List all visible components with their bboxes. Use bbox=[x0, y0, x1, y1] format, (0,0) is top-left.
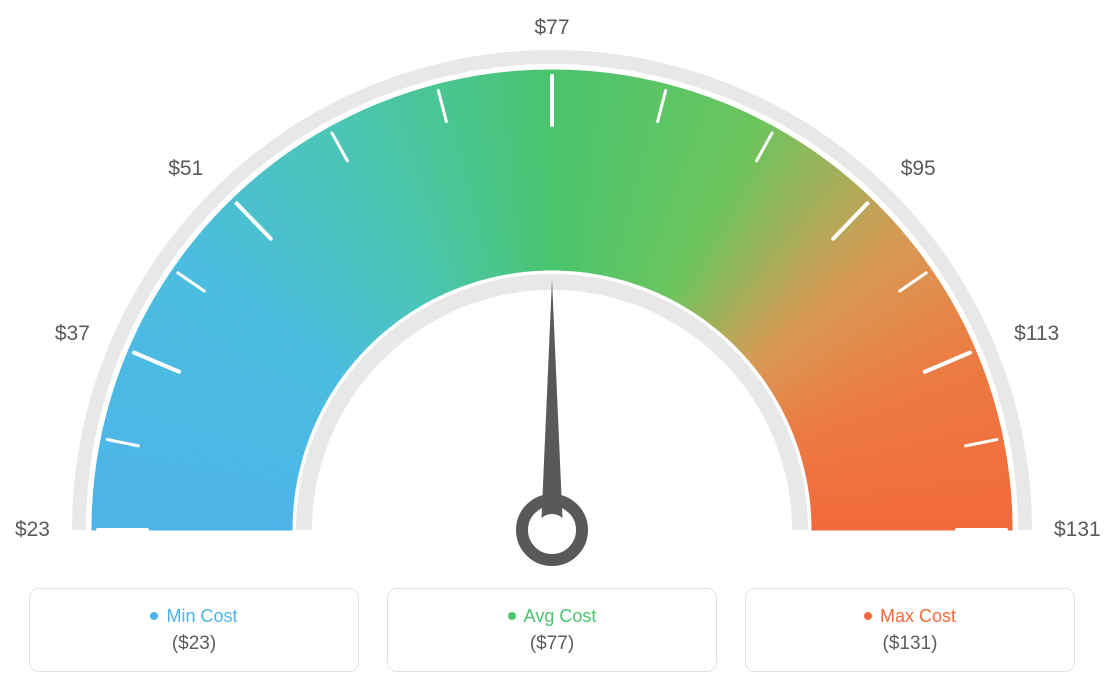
cost-gauge-container: $23 $37 $51 $77 $95 $113 $131 Min Cost ($23) A… bbox=[0, 0, 1104, 690]
legend-label-max: Max Cost bbox=[880, 606, 956, 627]
legend-value-avg: ($77) bbox=[530, 633, 574, 655]
legend-dot-avg bbox=[508, 612, 516, 620]
svg-text:$77: $77 bbox=[534, 16, 569, 39]
legend-value-max: ($131) bbox=[883, 633, 938, 655]
legend-card-min: Min Cost ($23) bbox=[29, 588, 359, 672]
gauge-chart: $23 $37 $51 $77 $95 $113 $131 bbox=[0, 0, 1104, 570]
svg-text:$95: $95 bbox=[901, 157, 936, 180]
svg-text:$51: $51 bbox=[168, 157, 203, 180]
legend-top-max: Max Cost bbox=[864, 606, 956, 627]
svg-text:$131: $131 bbox=[1054, 518, 1101, 541]
legend-label-min: Min Cost bbox=[166, 606, 237, 627]
svg-text:$113: $113 bbox=[1014, 322, 1059, 345]
svg-text:$23: $23 bbox=[15, 518, 50, 541]
legend-card-max: Max Cost ($131) bbox=[745, 588, 1075, 672]
legend-card-avg: Avg Cost ($77) bbox=[387, 588, 717, 672]
legend-top-min: Min Cost bbox=[150, 606, 237, 627]
legend-value-min: ($23) bbox=[172, 633, 216, 655]
legend-dot-max bbox=[864, 612, 872, 620]
legend-dot-min bbox=[150, 612, 158, 620]
svg-text:$37: $37 bbox=[55, 322, 90, 345]
legend-row: Min Cost ($23) Avg Cost ($77) Max Cost (… bbox=[0, 588, 1104, 672]
gauge-area: $23 $37 $51 $77 $95 $113 $131 bbox=[0, 0, 1104, 570]
legend-top-avg: Avg Cost bbox=[508, 606, 597, 627]
legend-label-avg: Avg Cost bbox=[524, 606, 597, 627]
